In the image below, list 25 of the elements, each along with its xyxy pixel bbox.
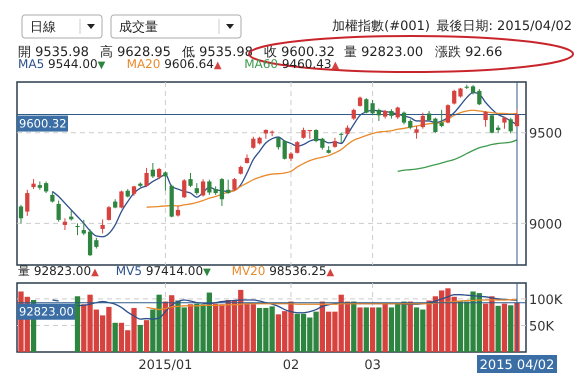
text: MA20 9606.64▲ <box>126 57 222 71</box>
text: MA5 9544.00▼ <box>18 57 106 71</box>
text: 開 9535.98 <box>18 45 89 60</box>
text: 收 9600.32 <box>264 45 335 60</box>
text: MV20 98536.25▲ <box>232 264 335 278</box>
chart-title: 加權指數(#001) <box>332 19 430 34</box>
y-tick-label: 9000 <box>529 217 562 232</box>
text: MV5 97414.00▼ <box>116 264 212 278</box>
ref-line-label: 92823.00 <box>19 304 74 319</box>
x-tick-label: 2015 04/02 <box>480 358 554 373</box>
text: 日線 <box>30 20 56 35</box>
text: MA60 9460.43▲ <box>244 57 340 71</box>
y-tick-label: 50K <box>529 319 555 334</box>
x-tick-label: 03 <box>364 358 381 373</box>
chart-subtitle: 最後日期: 2015/04/02 <box>436 19 572 34</box>
text: 成交量 <box>119 19 158 35</box>
series-label: 量 92823.00▲ <box>18 264 100 278</box>
y-tick-label: 100K <box>529 292 563 308</box>
x-tick-label: 02 <box>282 358 300 373</box>
ref-line-label: 9600.32 <box>19 116 67 131</box>
text: 高 9628.95 <box>100 44 171 60</box>
x-tick-label: 2015/01 <box>138 358 192 373</box>
text: 量 92823.00 <box>344 45 424 60</box>
y-tick-label: 9500 <box>529 126 562 142</box>
text: 漲跌 92.66 <box>435 45 502 60</box>
